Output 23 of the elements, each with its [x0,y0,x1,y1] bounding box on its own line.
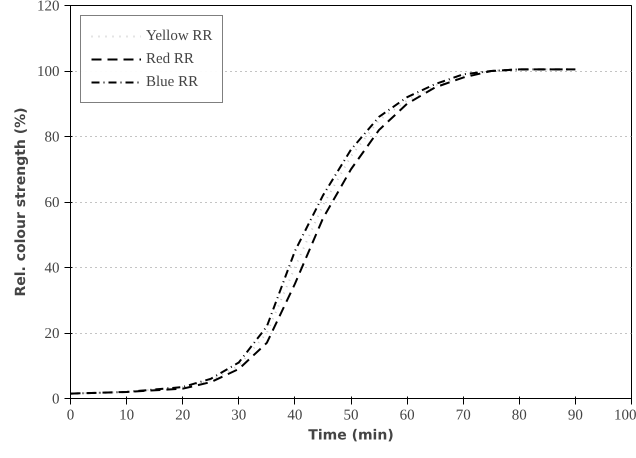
y-axis-title: Rel. colour strength (%) [13,107,29,297]
y-tick-label: 100 [37,64,60,80]
legend-label: Blue RR [146,74,198,90]
x-tick-label: 0 [66,408,74,424]
legend-label: Red RR [146,50,194,68]
legend-label: Yellow RR [146,28,212,44]
y-tick-label: 0 [52,392,60,408]
x-axis-title: Time (min) [308,428,394,444]
y-tick-label: 80 [44,130,60,146]
x-tick-label: 20 [175,408,190,424]
x-tick-label: 60 [400,408,415,424]
x-tick-label: 100 [614,408,636,424]
x-tick-label: 30 [231,408,246,424]
x-tick-label: 80 [512,408,527,424]
y-tick-label: 40 [44,260,60,276]
x-tick-label: 70 [456,408,471,424]
y-tick-label: 60 [44,195,60,211]
x-tick-label: 40 [287,408,302,424]
y-tick-label: 120 [37,0,60,14]
x-tick-label: 50 [344,408,358,424]
y-tick-label: 20 [44,326,60,342]
x-tick-label: 90 [568,408,583,424]
x-tick-label: 10 [119,408,134,424]
